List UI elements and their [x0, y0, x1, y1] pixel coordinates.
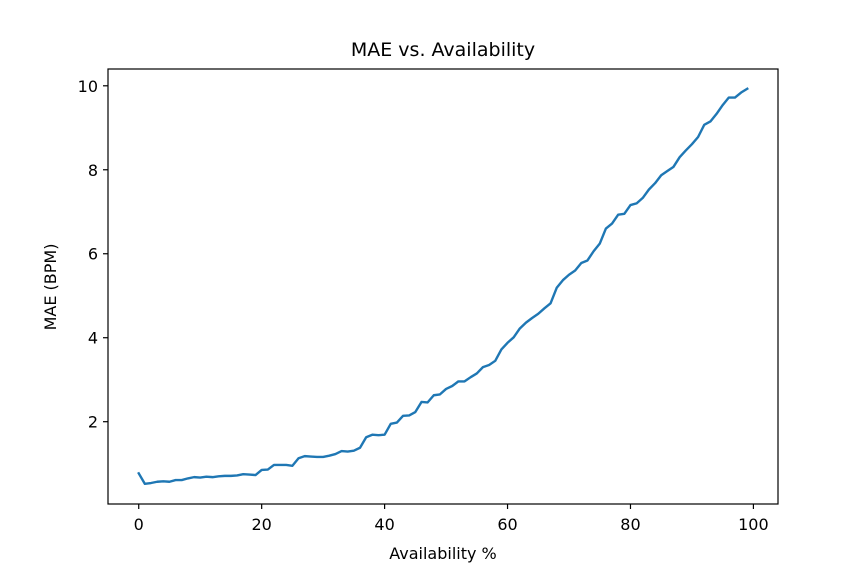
series-layer [137, 87, 749, 486]
y-tick-label: 4 [88, 329, 98, 348]
x-axis-ticks: 0 20 40 60 80 100 [134, 504, 769, 534]
y-tick-label: 8 [88, 161, 98, 180]
chart-title: MAE vs. Availability [351, 39, 535, 61]
y-tick-label: 6 [88, 245, 98, 264]
y-tick-label: 10 [78, 77, 98, 96]
y-axis-label: MAE (BPM) [41, 244, 60, 331]
x-tick-label: 0 [134, 515, 144, 534]
x-tick-label: 60 [497, 515, 517, 534]
y-tick-label: 2 [88, 413, 98, 432]
x-axis-label: Availability % [389, 544, 497, 563]
y-axis-ticks: 2 4 6 8 10 [78, 77, 108, 432]
x-tick-label: 80 [620, 515, 640, 534]
x-tick-label: 100 [738, 515, 769, 534]
series-line-mae [137, 87, 749, 486]
x-tick-label: 40 [374, 515, 394, 534]
plot-area-frame [107, 68, 779, 505]
x-tick-label: 20 [251, 515, 271, 534]
